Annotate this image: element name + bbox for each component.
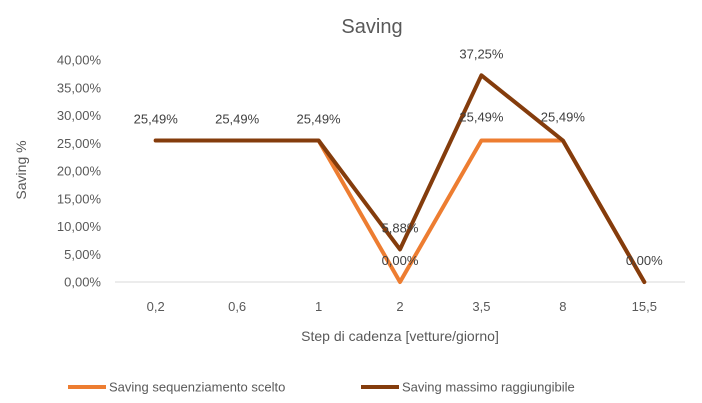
legend-label-2: Saving massimo raggiungibile [402,380,575,395]
plot-area: 0,00%5,00%10,00%15,00%20,00%25,00%30,00%… [57,46,685,314]
x-tick-label: 15,5 [632,299,657,314]
x-axis-label: Step di cadenza [vetture/giorno] [301,328,499,344]
data-label: 25,49% [215,112,260,127]
data-label: 25,49% [541,110,586,125]
x-tick-label: 0,6 [228,299,246,314]
data-label: 5,88% [382,220,419,235]
series-line-2 [153,73,647,284]
data-label: 25,49% [134,112,179,127]
data-label: 0,00% [382,253,419,268]
data-label: 25,49% [459,110,504,125]
data-label: 0,00% [626,253,663,268]
y-tick-label: 40,00% [57,53,102,68]
data-label: 37,25% [459,46,504,61]
y-tick-label: 20,00% [57,164,102,179]
y-tick-label: 25,00% [57,136,102,151]
x-tick-label: 1 [315,299,322,314]
data-label: 25,49% [297,112,342,127]
y-axis-label: Saving % [13,140,29,199]
y-tick-label: 35,00% [57,80,102,95]
y-tick-label: 10,00% [57,219,102,234]
legend: Saving sequenziamento scelto Saving massi… [68,380,575,395]
legend-label-1: Saving sequenziamento scelto [109,380,285,395]
y-tick-label: 15,00% [57,191,102,206]
x-tick-label: 8 [559,299,566,314]
x-tick-label: 3,5 [472,299,490,314]
y-tick-label: 0,00% [64,275,101,290]
x-tick-label: 0,2 [147,299,165,314]
y-tick-label: 5,00% [64,247,101,262]
chart-title: Saving [341,16,402,38]
y-tick-label: 30,00% [57,108,102,123]
x-tick-label: 2 [396,299,403,314]
